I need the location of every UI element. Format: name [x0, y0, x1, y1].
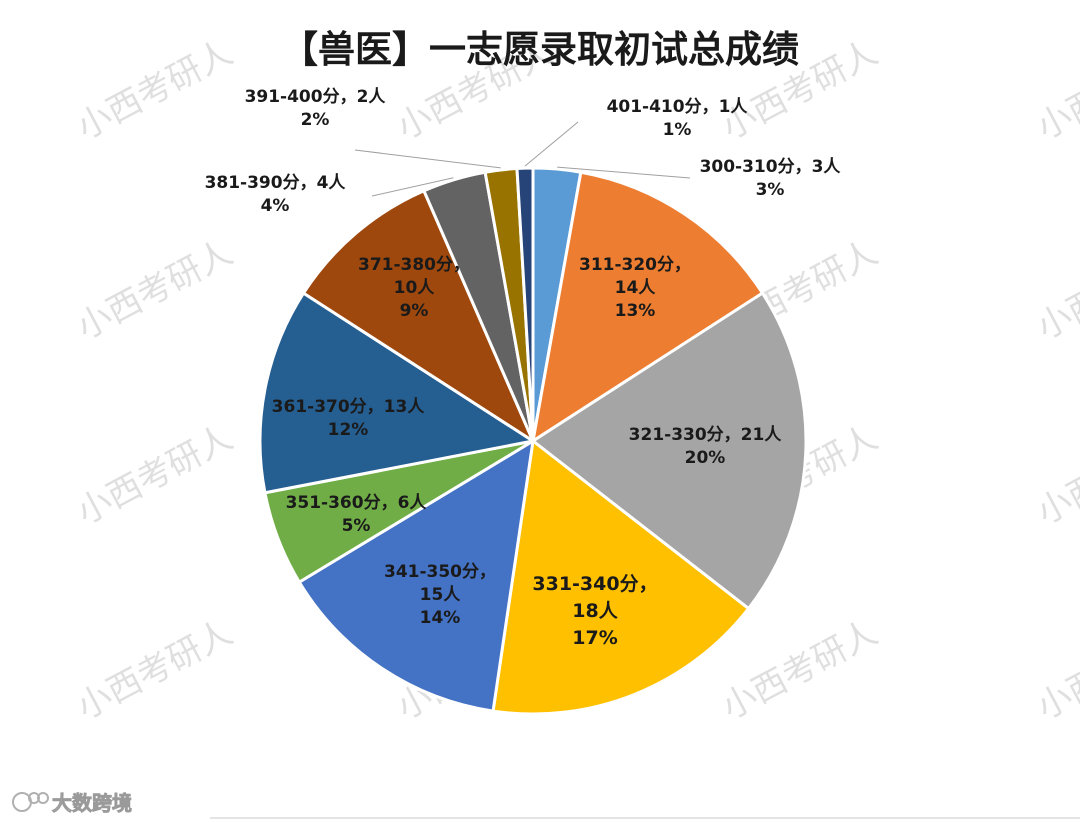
leader-line [354, 149, 501, 169]
slice-label: 10人 [394, 278, 436, 298]
slice-labels: 300-310分，3人 3% 311-320分， 14人 13% 321-330分，21人… [205, 87, 842, 649]
pie-slice-321-330 [531, 291, 808, 611]
slice-label: 3% [756, 180, 785, 200]
slice-label: 321-330分，21人 [629, 425, 783, 445]
watermark-text: 小西考研人 [70, 233, 239, 348]
watermark-text: 小西考研人 [70, 418, 239, 533]
slice-label: 13% [615, 301, 656, 321]
slice-label: 17% [572, 627, 617, 649]
leader-line [524, 121, 579, 167]
slice-label: 4% [261, 196, 290, 216]
slice-label: 361-370分，13人 [272, 397, 426, 417]
slice-label: 12% [328, 420, 369, 440]
slice-label: 381-390分，4人 [205, 173, 347, 193]
slice-label: 1% [663, 120, 692, 140]
leader-lines [354, 121, 691, 197]
pie-slice-371-380 [302, 189, 535, 443]
brand-name: 大数跨境 [52, 791, 132, 815]
slice-label: 14人 [615, 278, 657, 298]
slice-label: 300-310分，3人 [700, 157, 842, 177]
brand-logo-icon [12, 792, 49, 812]
slice-label: 15人 [420, 585, 462, 605]
slice-label: 351-360分，6人 [286, 493, 428, 513]
pie-slice-401-410 [515, 166, 535, 443]
pie-slice-311-320 [531, 170, 764, 443]
slice-label: 2% [301, 110, 330, 130]
pie-slices [258, 166, 808, 716]
watermark-text: 小西考研人 [1030, 233, 1080, 348]
slice-label: 401-410分，1人 [607, 97, 749, 117]
pie-slice-341-350 [297, 439, 535, 713]
pie-slice-361-370 [258, 291, 535, 495]
slice-label: 371-380分， [358, 255, 470, 275]
watermark-text: 小西考研人 [1030, 613, 1080, 728]
slice-label: 18人 [572, 600, 618, 622]
slice-label: 9% [400, 301, 429, 321]
leader-line [371, 177, 454, 197]
watermark-text: 小西考研人 [1030, 33, 1080, 148]
chart-title: 【兽医】一志愿录取初试总成绩 [281, 28, 799, 71]
watermark-text: 小西考研人 [715, 613, 884, 728]
watermark-text: 小西考研人 [1030, 418, 1080, 533]
slice-label: 311-320分， [579, 255, 691, 275]
brand-badge: 大数跨境 [12, 791, 132, 815]
watermark-text: 小西考研人 [70, 33, 239, 148]
slice-label: 341-350分， [384, 562, 496, 582]
watermark-text: 小西考研人 [70, 613, 239, 728]
slice-label: 391-400分，2人 [245, 87, 387, 107]
slice-label: 14% [420, 608, 461, 628]
pie-slice-331-340 [491, 439, 751, 716]
slice-label: 20% [685, 448, 726, 468]
slice-label: 5% [342, 516, 371, 536]
slice-label: 331-340分， [532, 573, 657, 595]
leader-line [557, 166, 691, 179]
